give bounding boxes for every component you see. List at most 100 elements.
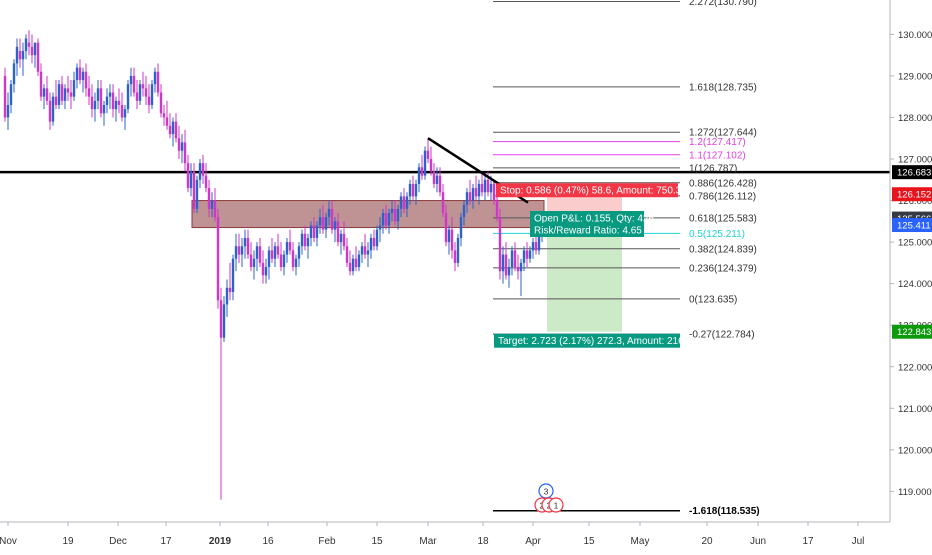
x-tick-label: Jul bbox=[852, 536, 865, 547]
candle bbox=[507, 258, 511, 288]
candle-body bbox=[222, 304, 226, 338]
candle bbox=[45, 75, 49, 105]
candle bbox=[81, 67, 85, 93]
x-tick-label: 17 bbox=[160, 536, 172, 547]
candle bbox=[153, 67, 157, 93]
event-marker[interactable]: 3 bbox=[538, 483, 554, 499]
candle bbox=[12, 59, 16, 93]
candle-body bbox=[435, 175, 439, 184]
candle bbox=[174, 113, 178, 143]
price-tag-bg bbox=[892, 165, 932, 180]
x-tick-label: Dec bbox=[109, 536, 127, 547]
candle-body bbox=[87, 88, 91, 97]
candle-body bbox=[120, 104, 124, 118]
candle-body bbox=[330, 208, 334, 230]
price-tag: 122.843 bbox=[892, 324, 932, 339]
candle-body bbox=[135, 92, 139, 101]
candle-body bbox=[441, 192, 445, 214]
candle bbox=[432, 163, 436, 189]
candle-body bbox=[69, 92, 73, 97]
candle-body bbox=[177, 138, 181, 151]
target-label[interactable]: Target: 2.723 (2.17%) 272.3, Amount: 216… bbox=[494, 333, 690, 348]
candle-body bbox=[303, 233, 307, 247]
candle bbox=[354, 246, 358, 272]
candle-body bbox=[348, 262, 352, 272]
candle-body bbox=[537, 233, 541, 251]
stop-label-text: Stop: 0.586 (0.47%) 58.6, Amount: 750.36 bbox=[500, 186, 687, 197]
target-zone[interactable] bbox=[547, 218, 622, 332]
candle bbox=[60, 75, 64, 105]
candle-body bbox=[267, 250, 271, 268]
candle bbox=[453, 242, 457, 272]
candle bbox=[102, 100, 106, 126]
candle-body bbox=[45, 88, 49, 101]
candle bbox=[315, 221, 319, 247]
candle bbox=[51, 92, 55, 126]
candle-body bbox=[96, 88, 100, 101]
price-tag-label: 126.152 bbox=[897, 190, 931, 201]
candle-body bbox=[81, 71, 85, 81]
candle-body bbox=[39, 71, 43, 97]
event-marker-circle bbox=[538, 483, 554, 499]
candle-body bbox=[450, 229, 454, 251]
candle bbox=[510, 246, 514, 276]
candle-body bbox=[360, 246, 364, 255]
price-tag: 126.683 bbox=[892, 165, 932, 180]
candle bbox=[27, 30, 31, 56]
candle-body bbox=[471, 188, 475, 201]
candle bbox=[237, 233, 241, 263]
candle bbox=[243, 229, 247, 259]
candle-body bbox=[444, 213, 448, 243]
candle bbox=[114, 96, 118, 122]
candle-body bbox=[315, 225, 319, 238]
candle bbox=[195, 175, 199, 214]
candle bbox=[429, 146, 433, 176]
candle bbox=[96, 80, 100, 110]
candle-body bbox=[270, 250, 274, 259]
ratio-label[interactable]: Risk/Reward Ratio: 4.65 bbox=[530, 223, 644, 237]
candle bbox=[390, 200, 394, 222]
candle-body bbox=[333, 221, 337, 230]
candle bbox=[3, 67, 7, 122]
candle-body bbox=[438, 175, 442, 193]
y-tick-label: 119.000 bbox=[898, 487, 932, 498]
candle bbox=[21, 42, 25, 76]
candle-body bbox=[492, 183, 496, 201]
x-tick-label: Mar bbox=[419, 536, 437, 547]
candle-body bbox=[165, 117, 169, 126]
candle bbox=[402, 188, 406, 214]
candle bbox=[180, 134, 184, 164]
candle-body bbox=[186, 163, 190, 189]
candle bbox=[393, 200, 397, 226]
candle bbox=[387, 208, 391, 234]
fib-level-label: 0.886(126.428) bbox=[689, 178, 757, 189]
candle-body bbox=[240, 246, 244, 255]
candle bbox=[93, 92, 97, 122]
candle bbox=[57, 80, 61, 110]
candle-body bbox=[156, 71, 160, 93]
candle-body bbox=[132, 75, 136, 93]
candle-body bbox=[465, 192, 469, 205]
candle-body bbox=[477, 183, 481, 197]
pnl-label[interactable]: Open P&L: 0.155, Qty: 426 bbox=[530, 211, 655, 225]
candle bbox=[528, 246, 532, 263]
candle bbox=[285, 237, 289, 263]
candle bbox=[219, 287, 223, 500]
candle bbox=[459, 213, 463, 247]
candle-body bbox=[291, 250, 295, 268]
candle-body bbox=[363, 246, 367, 255]
candle-body bbox=[423, 150, 427, 176]
candle bbox=[477, 179, 481, 205]
candle bbox=[228, 262, 232, 301]
candle-body bbox=[525, 250, 529, 259]
candle bbox=[492, 179, 496, 205]
supply-zone[interactable] bbox=[191, 200, 545, 229]
candle-body bbox=[126, 84, 130, 110]
candle-body bbox=[495, 200, 499, 218]
ratio-label-text: Risk/Reward Ratio: 4.65 bbox=[534, 226, 642, 237]
stop-label[interactable]: Stop: 0.586 (0.47%) 58.6, Amount: 750.36 bbox=[496, 183, 687, 198]
candle bbox=[357, 250, 361, 272]
event-marker[interactable]: 1 bbox=[548, 497, 564, 513]
